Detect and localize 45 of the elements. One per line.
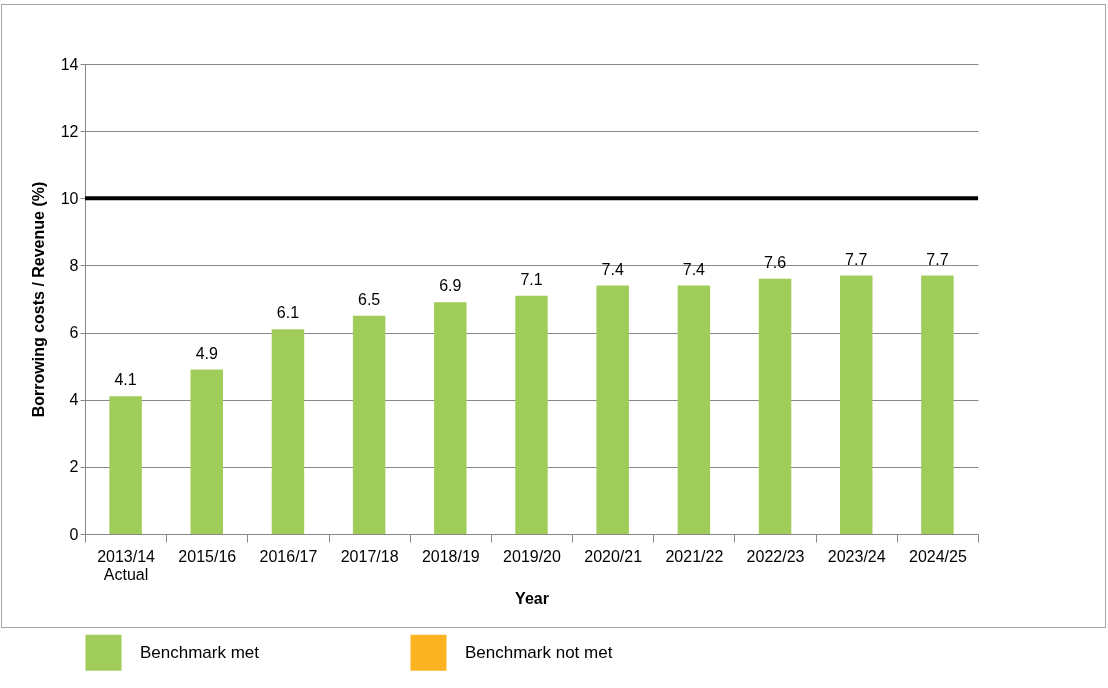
legend-label: Benchmark not met	[465, 642, 613, 662]
bar	[677, 285, 711, 534]
data-label: 6.9	[439, 277, 462, 295]
bar	[109, 396, 142, 534]
data-label: 6.1	[276, 304, 300, 322]
y-axis-title: Borrowing costs / Revenue (%)	[29, 181, 47, 418]
y-tick-label: 8	[69, 256, 79, 274]
bar	[271, 329, 305, 534]
legend-label: Benchmark met	[140, 642, 260, 662]
y-tick-label: 14	[60, 55, 79, 73]
x-tick-label: 2023/24	[827, 547, 886, 565]
bar	[434, 302, 467, 534]
data-label: 7.4	[601, 260, 624, 278]
data-label: 4.1	[114, 371, 137, 389]
data-label: 7.7	[926, 250, 949, 268]
y-tick-label: 4	[69, 391, 79, 409]
bar	[758, 278, 792, 534]
bar	[839, 275, 873, 534]
y-tick-label: 0	[69, 525, 79, 543]
x-tick-label: 2019/20	[503, 547, 562, 565]
x-tick-label: 2024/25	[908, 547, 967, 565]
bar	[921, 275, 954, 534]
x-tick-label: 2015/16	[178, 547, 237, 565]
data-label: 4.9	[195, 344, 218, 362]
data-label: 7.7	[845, 250, 868, 268]
bar	[190, 369, 224, 534]
x-tick-label: 2013/14 Actual	[97, 547, 156, 583]
y-tick-label: 2	[69, 458, 79, 476]
x-tick-label: 2016/17	[259, 547, 318, 565]
data-label: 7.6	[763, 253, 787, 271]
data-label: 7.1	[520, 270, 543, 288]
data-label: 6.5	[358, 290, 381, 308]
y-tick-label: 12	[60, 122, 79, 140]
y-tick-label: 10	[60, 189, 79, 207]
x-tick-label: 2020/21	[584, 547, 643, 565]
x-tick-label: 2022/23	[746, 547, 805, 565]
x-tick-label: 2021/22	[665, 547, 724, 565]
bar	[515, 295, 548, 534]
x-tick-label: 2018/19	[421, 547, 480, 565]
bar	[352, 315, 386, 534]
x-tick-label: 2017/18	[340, 547, 399, 565]
x-axis-title: Year	[515, 589, 549, 607]
y-tick-label: 6	[69, 324, 79, 342]
bar	[596, 285, 629, 534]
data-label: 7.4	[682, 260, 706, 278]
